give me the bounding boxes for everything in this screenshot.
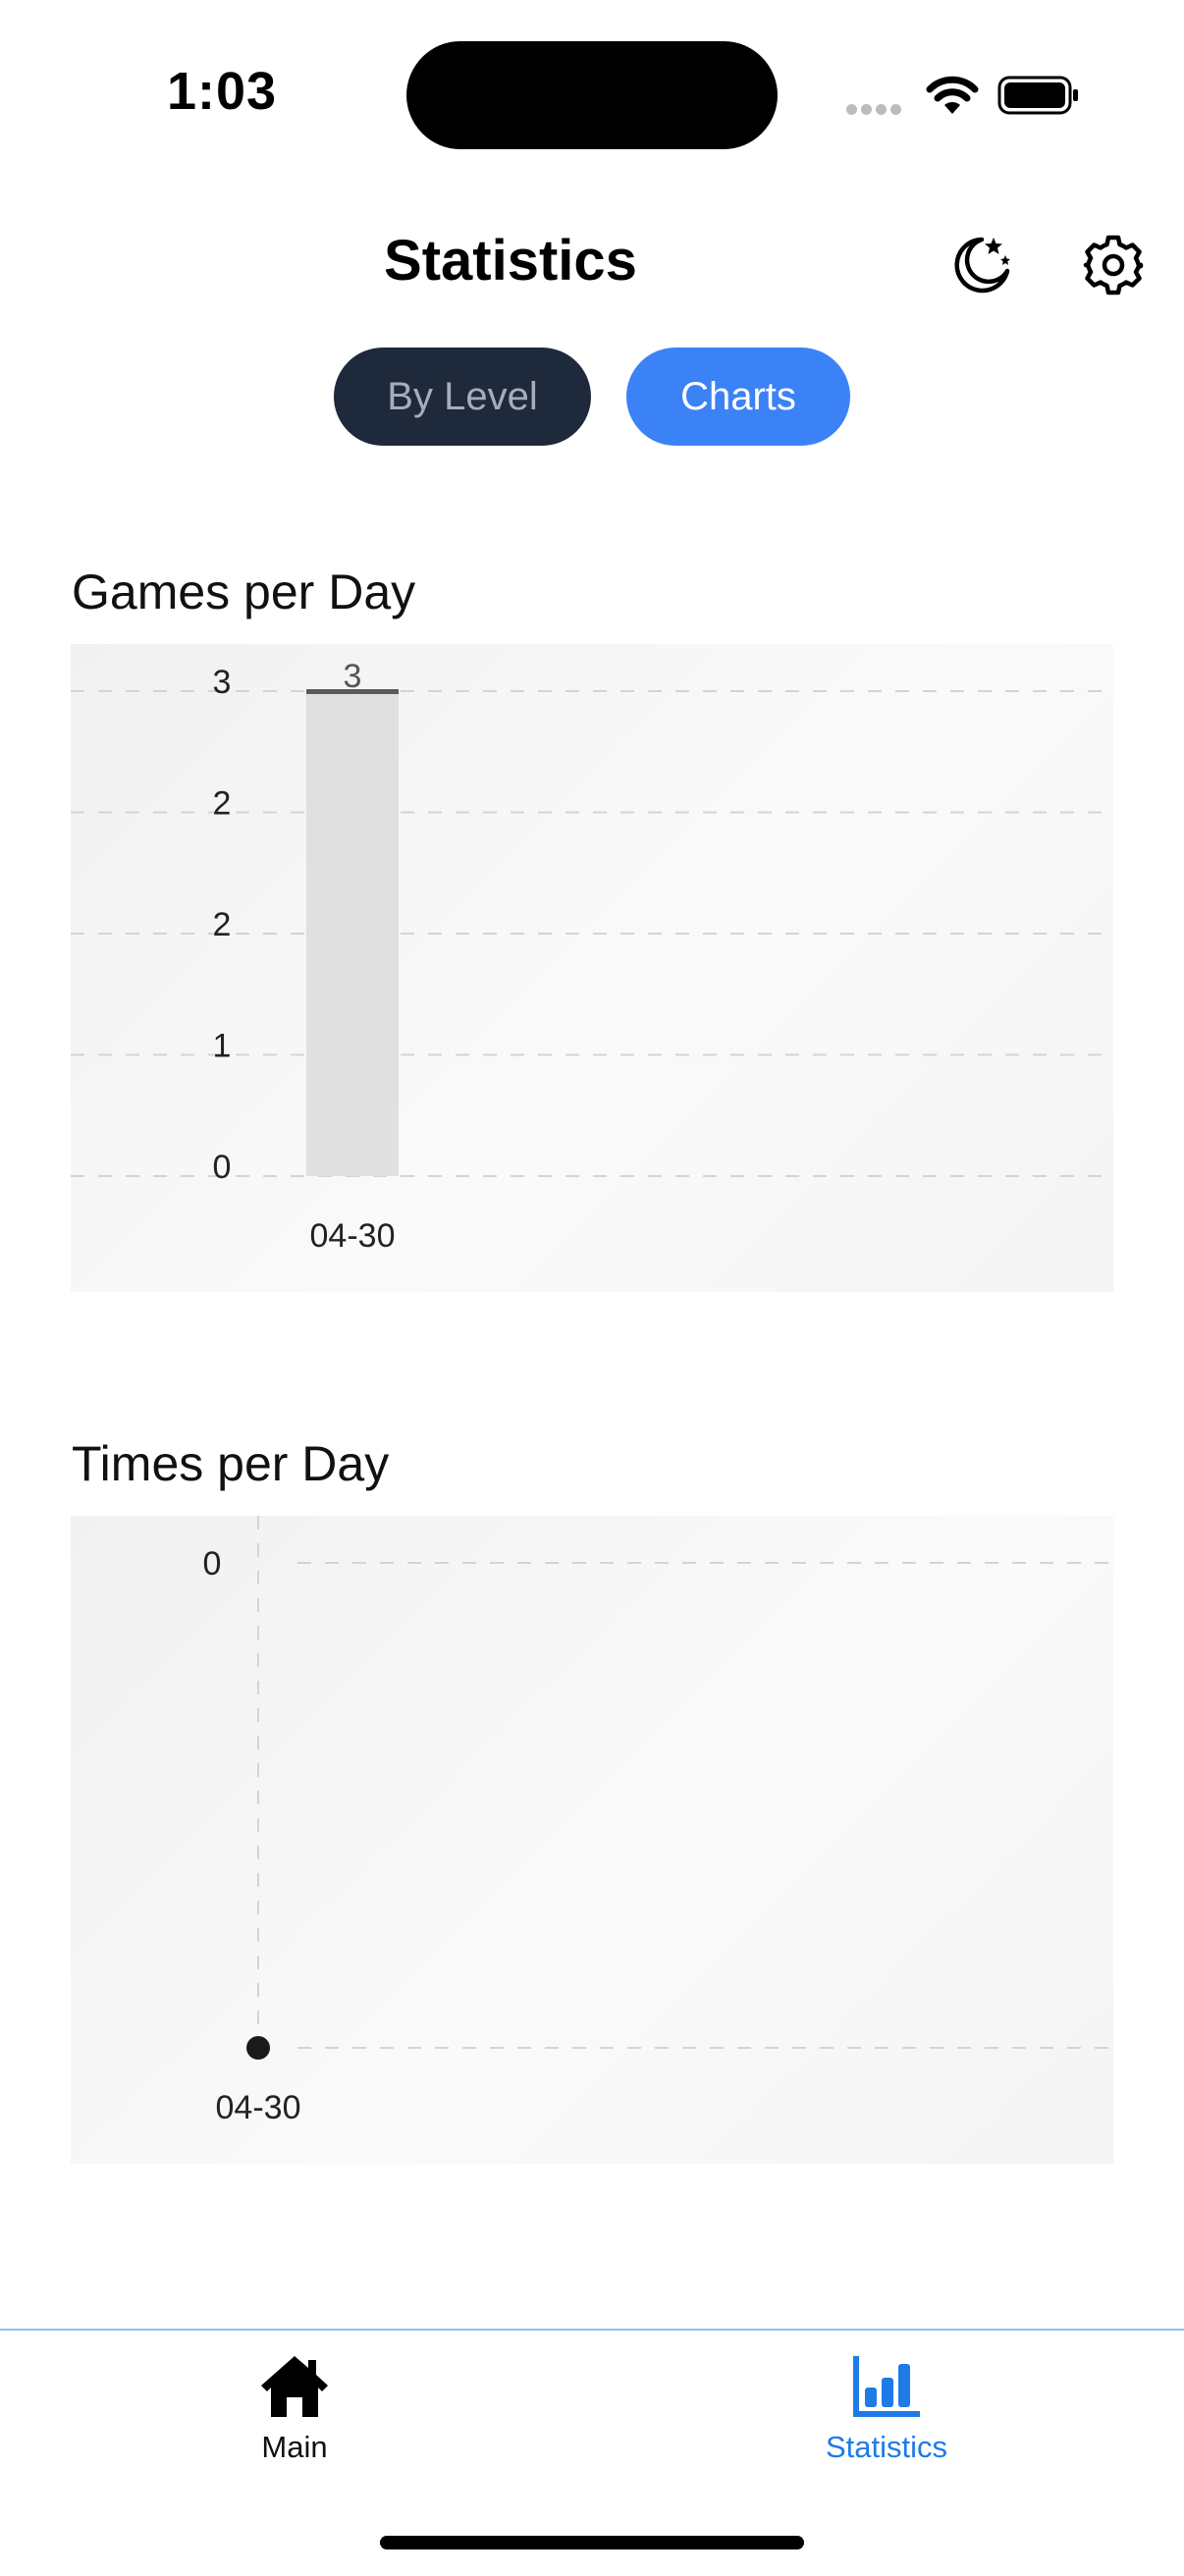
battery-icon [997,76,1078,115]
theme-toggle-button[interactable] [942,226,1021,304]
y-tick-label: 2 [213,785,232,823]
moon-stars-icon [954,237,1010,294]
y-tick-label: 0 [203,1545,222,1583]
gear-icon [1083,235,1144,295]
x-tick-label: 04-30 [310,1217,396,1255]
tab-main-label: Main [261,2430,328,2464]
games-per-day-title: Games per Day [72,564,416,619]
x-tick-label: 04-30 [216,2089,301,2126]
bar [306,691,399,1176]
segment-charts[interactable]: Charts [626,348,850,446]
y-tick-label: 1 [213,1028,232,1065]
wifi-icon [926,76,979,114]
data-point [246,2036,270,2060]
games-per-day-chart: 3 2 2 1 0 3 04-30 [71,644,1113,1292]
times-per-day-chart: 0 04-30 [71,1516,1113,2164]
y-tick-label: 2 [213,906,232,943]
segment-by-level[interactable]: By Level [334,348,591,446]
status-bar: 1:03 [0,0,1184,177]
y-tick-label: 0 [213,1149,232,1186]
settings-button[interactable] [1074,226,1153,304]
bar-top-line [306,689,399,694]
tab-statistics[interactable]: Statistics [739,2352,1034,2465]
cellular-signal-icon [846,102,905,120]
times-per-day-svg: 0 04-30 [203,1516,1113,2126]
bar-chart-icon [853,2356,920,2417]
dynamic-island [406,41,778,149]
tab-main[interactable]: Main [147,2352,442,2465]
y-tick-label: 3 [213,664,232,701]
bar-value-label: 3 [344,658,362,695]
page-title: Statistics [384,229,637,293]
times-per-day-title: Times per Day [72,1436,390,1491]
home-indicator [380,2536,804,2549]
status-time: 1:03 [167,62,278,121]
tab-bar: Main Statistics [0,2329,1184,2576]
home-icon [261,2356,328,2417]
tab-statistics-label: Statistics [825,2430,948,2464]
games-per-day-svg: 3 2 2 1 0 3 04-30 [71,658,1113,1255]
